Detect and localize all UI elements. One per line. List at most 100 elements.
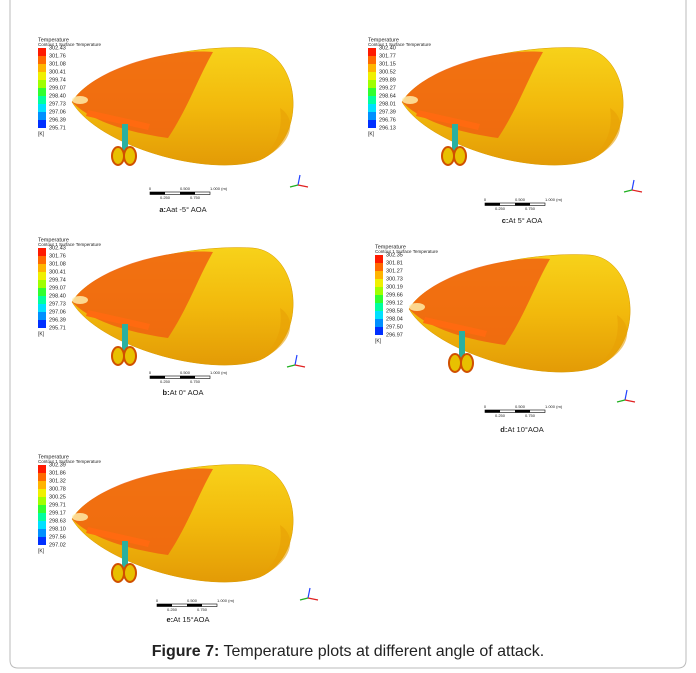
legend-swatch (368, 72, 376, 80)
scale-label: 0.250 (167, 607, 178, 612)
scale-label: 0.250 (160, 195, 171, 200)
legend-swatch (38, 521, 46, 529)
legend-value: 297.06 (49, 109, 66, 115)
scale-label: 0 (484, 197, 487, 202)
legend-swatch (38, 288, 46, 296)
legend-value: 298.04 (386, 316, 403, 322)
legend-swatch (38, 481, 46, 489)
wheel (441, 146, 455, 166)
figure-caption: Figure 7: Temperature plots at different… (152, 643, 545, 660)
scale-bar-seg (187, 604, 202, 607)
legend-swatch (375, 319, 383, 327)
axis-z (631, 179, 635, 191)
legend-subtitle: Contour 1 Surface Temperature (375, 249, 438, 254)
caption-label: Figure 7: (152, 643, 220, 660)
legend-swatch (38, 465, 46, 473)
tail-region (256, 108, 291, 160)
axis-y (289, 184, 299, 188)
legend-swatch (38, 56, 46, 64)
scale-label: 0.250 (495, 206, 506, 211)
legend-swatch (375, 279, 383, 287)
scale-label: 0 (149, 370, 152, 375)
legend-swatch (368, 56, 376, 64)
scale-bar-seg (157, 604, 172, 607)
scale-label: 0 (149, 186, 152, 191)
legend-value: 297.50 (386, 324, 403, 330)
legend-value: 297.39 (379, 109, 396, 115)
legend-swatch (368, 104, 376, 112)
scale-label: 1.000 (m) (210, 370, 228, 375)
legend-value: 298.64 (379, 93, 396, 99)
nose-highlight (409, 303, 425, 311)
legend-value: 300.19 (386, 284, 403, 290)
caption-text: Aat -5° AOA (166, 205, 207, 214)
legend-subtitle: Contour 1 Surface Temperature (38, 42, 101, 47)
legend-value: 299.89 (379, 77, 396, 83)
gear-strut (122, 324, 128, 352)
legend-value: 297.06 (49, 309, 66, 315)
legend-value: 298.58 (386, 308, 403, 314)
axis-z (624, 389, 628, 401)
panel-caption: d:At 10°AOA (500, 425, 543, 434)
legend-value: 301.81 (386, 260, 403, 266)
legend-swatch (38, 304, 46, 312)
gear-strut (122, 541, 128, 569)
tail-region (586, 108, 621, 160)
wheel (111, 563, 125, 583)
panel-caption: e:At 15°AOA (166, 615, 209, 624)
wheel (123, 563, 137, 583)
legend-swatch (38, 497, 46, 505)
legend-value: 299.17 (49, 510, 66, 516)
legend-swatch (38, 64, 46, 72)
gear-strut (452, 124, 458, 152)
legend-subtitle: Contour 1 Surface Temperature (368, 42, 431, 47)
scale-bar-seg (150, 376, 165, 379)
legend-swatch (38, 505, 46, 513)
axis-y (286, 364, 296, 368)
nose-highlight (72, 96, 88, 104)
legend-swatch (368, 48, 376, 56)
legend-unit: [K] (38, 548, 45, 554)
axis-x (297, 184, 309, 188)
legend-value: 298.63 (49, 518, 66, 524)
gear-beam (416, 110, 480, 130)
panel-caption: c:At 5° AOA (502, 216, 543, 225)
legend-swatch (375, 287, 383, 295)
legend-swatch (38, 248, 46, 256)
scale-label: 0.750 (190, 379, 201, 384)
wheel (123, 346, 137, 366)
axis-x (631, 189, 643, 193)
legend-swatch (368, 80, 376, 88)
legend-value: 300.52 (379, 69, 396, 75)
legend-value: 298.10 (49, 526, 66, 532)
gear-beam (423, 317, 487, 337)
scale-bar-seg (515, 203, 530, 206)
caption-label: a: (159, 205, 166, 214)
axis-y (616, 399, 626, 403)
axis-z (294, 354, 298, 366)
legend-swatch (38, 312, 46, 320)
caption-label: b: (163, 388, 170, 397)
scale-label: 0 (484, 404, 487, 409)
gear-strut (459, 331, 465, 359)
legend-swatch (38, 256, 46, 264)
axis-x (307, 597, 319, 601)
legend-value: 298.40 (49, 93, 66, 99)
caption-label: d: (500, 425, 507, 434)
legend-swatch (368, 96, 376, 104)
legend-value: 301.27 (386, 268, 403, 274)
legend-value: 297.73 (49, 301, 66, 307)
legend-swatch (38, 489, 46, 497)
legend-unit: [K] (375, 338, 382, 344)
tail-region (256, 308, 291, 360)
nose-highlight (72, 296, 88, 304)
legend-value: 295.71 (49, 125, 66, 131)
legend-title: Temperature (38, 237, 69, 243)
legend-value: 296.97 (386, 332, 403, 338)
legend-swatch (38, 104, 46, 112)
scale-label: 1.000 (m) (217, 598, 235, 603)
legend-title: Temperature (375, 244, 406, 250)
